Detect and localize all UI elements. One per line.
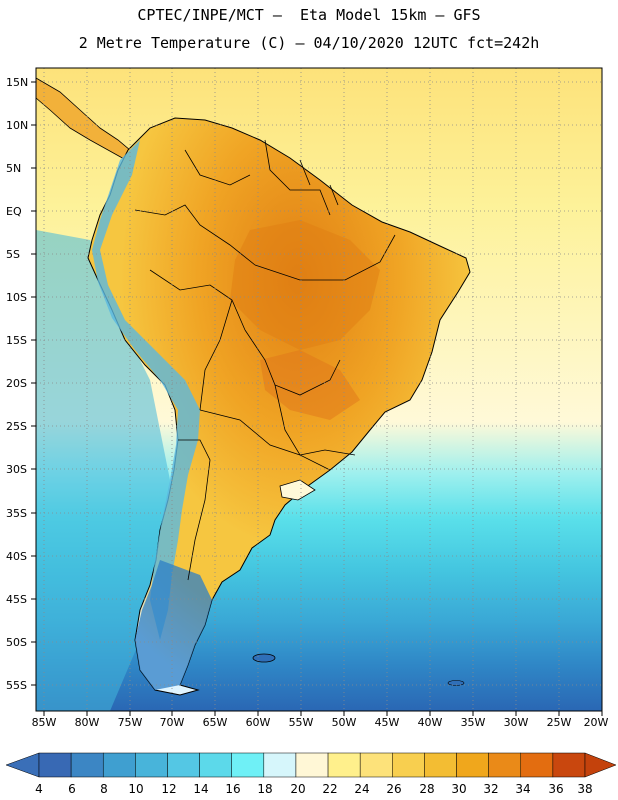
colorbar-label: 22 — [322, 782, 338, 796]
colorbar-cell — [295, 752, 329, 778]
colorbar-cell — [327, 752, 361, 778]
colorbar-cell — [424, 752, 457, 778]
temperature-map — [31, 67, 603, 716]
chart-title-line1: CPTEC/INPE/MCT – Eta Model 15km – GFS — [137, 6, 481, 24]
colorbar-label: 20 — [290, 782, 306, 796]
colorbar-label: 18 — [257, 782, 273, 796]
south-america-landmass — [87, 117, 471, 696]
pacific-cool-band — [36, 230, 170, 711]
colorbar-label: 6 — [68, 782, 76, 796]
lon-label: 30W — [503, 716, 529, 729]
colorbar-cell — [199, 752, 232, 778]
lon-label: 85W — [31, 716, 57, 729]
colorbar-cell — [263, 752, 297, 778]
colorbar-cell — [70, 752, 104, 778]
colorbar-label: 28 — [419, 782, 435, 796]
lat-label: 45S — [6, 593, 27, 606]
map-frame — [35, 67, 603, 712]
lon-label: 25W — [546, 716, 572, 729]
lat-label: 10S — [6, 291, 27, 304]
lat-label: 40S — [6, 550, 27, 563]
lat-label: 15S — [6, 334, 27, 347]
colorbar-cell — [38, 752, 72, 778]
chart-title-line2: 2 Metre Temperature (C) – 04/10/2020 12U… — [78, 34, 540, 52]
lon-label: 20W — [583, 716, 609, 729]
lon-label: 45W — [374, 716, 400, 729]
colorbar-low-arrow — [5, 752, 40, 778]
colorbar-cell — [231, 752, 265, 778]
colorbar-label: 26 — [386, 782, 402, 796]
colorbar-cell — [488, 752, 522, 778]
colorbar — [5, 752, 617, 778]
colorbar-high-arrow — [584, 752, 617, 778]
colorbar-cell — [102, 752, 136, 778]
country-borders — [134, 139, 396, 581]
lat-label: 20S — [6, 377, 27, 390]
lon-label: 60W — [245, 716, 271, 729]
lon-label: 55W — [288, 716, 314, 729]
axis-ticks — [31, 81, 603, 716]
colorbar-label: 12 — [161, 782, 177, 796]
lon-label: 65W — [202, 716, 228, 729]
colorbar-label: 38 — [577, 782, 593, 796]
colorbar-label: 4 — [35, 782, 43, 796]
lon-label: 50W — [331, 716, 357, 729]
colorbar-cell — [552, 752, 586, 778]
colorbar-cell — [135, 752, 168, 778]
colorbar-label: 8 — [100, 782, 108, 796]
lat-label: 5S — [6, 248, 20, 261]
colorbar-cell — [520, 752, 554, 778]
lat-label: 10N — [6, 119, 29, 132]
andes-cool-ridge — [92, 140, 200, 640]
colorbar-label: 14 — [193, 782, 209, 796]
lat-label: 55S — [6, 679, 27, 692]
colorbar-label: 24 — [354, 782, 370, 796]
colorbar-cell — [456, 752, 489, 778]
lat-label: 25S — [6, 420, 27, 433]
colorbar-cell — [359, 752, 393, 778]
colorbar-cell — [167, 752, 200, 778]
lon-label: 80W — [74, 716, 100, 729]
lon-label: 35W — [460, 716, 486, 729]
lon-label: 75W — [117, 716, 143, 729]
patagonia-cold — [135, 560, 212, 690]
lat-label: 15N — [6, 76, 29, 89]
amazon-hot-core — [230, 220, 380, 350]
rio-de-la-plata — [279, 479, 316, 501]
colorbar-label: 34 — [515, 782, 531, 796]
south-georgia — [447, 680, 465, 686]
lon-label: 70W — [159, 716, 185, 729]
colorbar-label: 10 — [128, 782, 144, 796]
lat-label: 5N — [6, 162, 22, 175]
lat-label: EQ — [6, 205, 22, 218]
colorbar-label: 36 — [548, 782, 564, 796]
falkland-islands — [252, 653, 276, 663]
lat-label: 50S — [6, 636, 27, 649]
lon-label: 40W — [417, 716, 443, 729]
colorbar-label: 32 — [483, 782, 499, 796]
lat-label: 35S — [6, 507, 27, 520]
colorbar-cell — [392, 752, 425, 778]
colorbar-label: 16 — [225, 782, 241, 796]
central-brazil-hot — [260, 350, 360, 420]
colorbar-label: 30 — [451, 782, 467, 796]
lat-label: 30S — [6, 463, 27, 476]
